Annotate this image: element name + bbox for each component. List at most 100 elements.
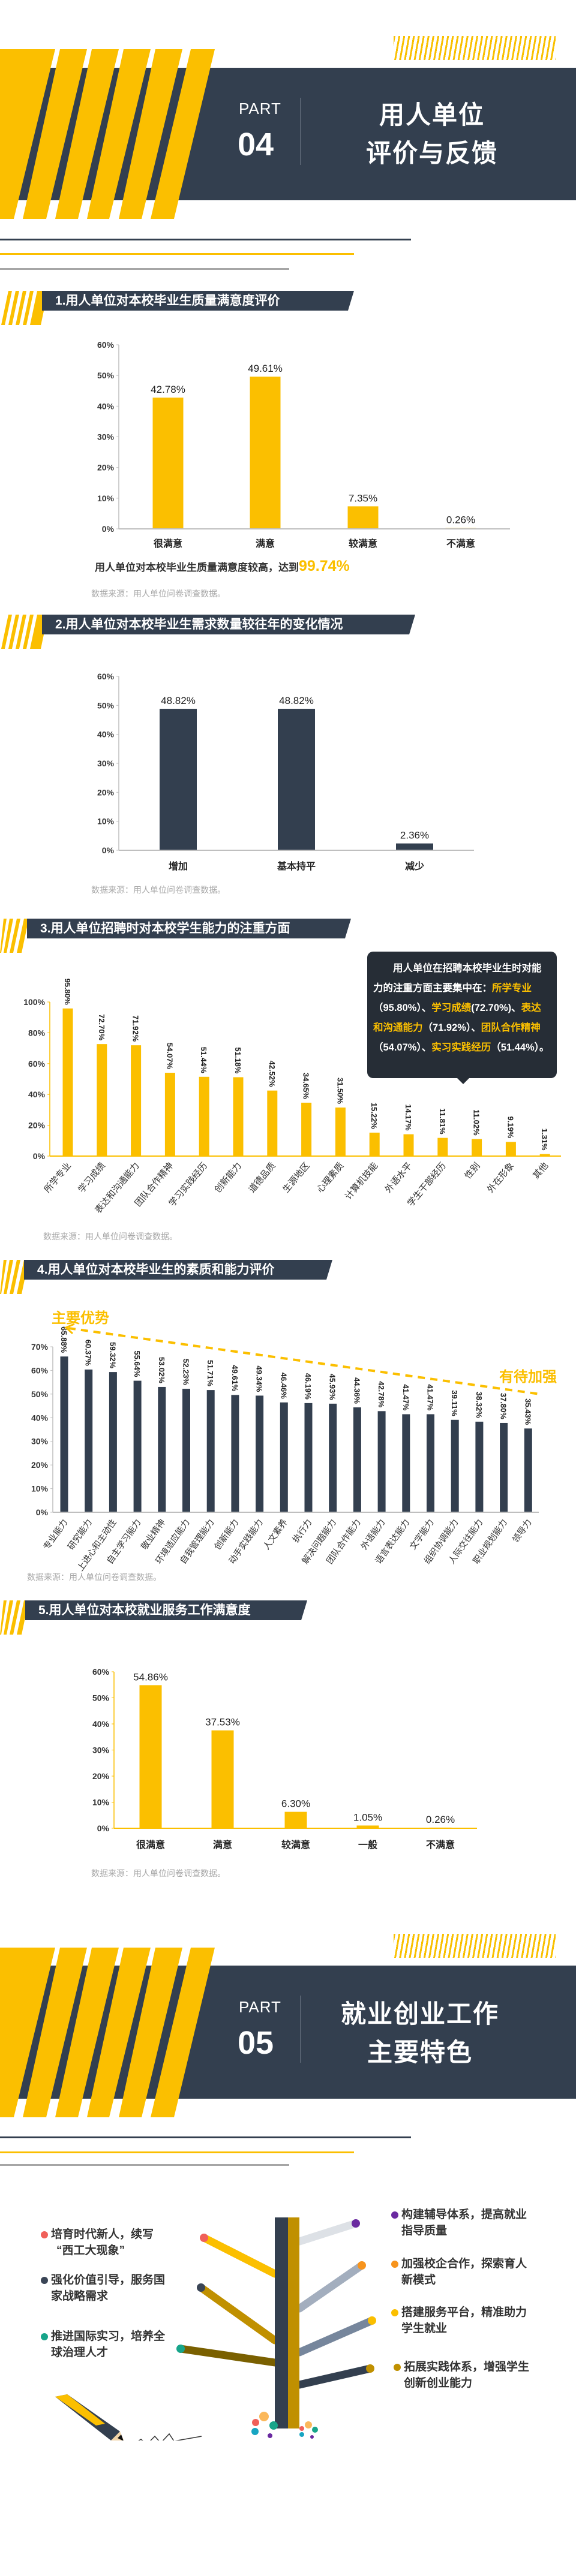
value-label: 65.88%	[59, 1326, 68, 1353]
part-label: PART	[239, 1998, 281, 2016]
value-label: 60.37%	[84, 1340, 93, 1367]
feature-tree	[55, 2217, 376, 2440]
part-number: 05	[238, 2025, 274, 2061]
flowers-icon	[251, 2412, 318, 2439]
y-tick-label: 20%	[31, 1460, 49, 1470]
summary-text: 用人单位对本校毕业生质量满意度较高，达到	[95, 562, 299, 573]
value-label: 1.05%	[353, 1811, 382, 1823]
section-title: 2.用人单位对本校毕业生需求数量较往年的变化情况	[42, 615, 415, 634]
y-tick-label: 0%	[102, 524, 115, 534]
category-label: 较满意	[349, 538, 377, 549]
callout-highlight: 实习实践经历	[431, 1042, 491, 1053]
category-label: 学习成绩	[76, 1161, 107, 1195]
bar	[62, 1008, 73, 1156]
part-label: PART	[239, 100, 281, 118]
bar	[524, 1428, 532, 1512]
bar	[301, 1102, 312, 1156]
category-label: 心理素质	[315, 1161, 346, 1195]
pencil-scribble	[138, 2433, 202, 2440]
y-tick-label: 30%	[92, 1746, 110, 1755]
bar	[284, 1811, 307, 1828]
part05-banner: PART 05 就业创业工作 主要特色	[0, 1919, 576, 2171]
bar	[60, 1356, 68, 1512]
pencil-icon	[55, 2394, 124, 2440]
bar	[437, 1137, 448, 1156]
bar	[451, 1419, 459, 1512]
section-title: 3.用人单位招聘时对本校学生能力的注重方面	[27, 919, 351, 938]
branch	[200, 2234, 279, 2278]
value-label: 11.81%	[438, 1108, 447, 1134]
feature-text: 培育时代新人，续写	[51, 2228, 154, 2241]
value-label: 2.36%	[400, 830, 429, 841]
y-tick-label: 40%	[31, 1413, 49, 1422]
feature-text: 拓展实践体系，增强学生	[404, 2361, 530, 2373]
feature-text: 构建辅导体系，提高就业	[401, 2208, 527, 2221]
category-label: 很满意	[154, 538, 182, 549]
value-label: 45.93%	[328, 1374, 337, 1401]
decorative-stripes	[394, 36, 556, 60]
value-label: 0.26%	[426, 1814, 455, 1825]
value-label: 48.82%	[161, 695, 196, 706]
feature-text: 学生就业	[401, 2322, 448, 2335]
feature-item: 拓展实践体系，增强学生 创新创业能力	[394, 2359, 529, 2391]
bullet-dot-icon	[391, 2211, 398, 2219]
rule-yellow	[0, 2151, 354, 2153]
y-tick-label: 0%	[102, 845, 115, 855]
y-tick-label: 50%	[92, 1693, 110, 1703]
value-label: 49.61%	[230, 1365, 239, 1392]
y-tick-label: 50%	[31, 1389, 49, 1399]
trunk-gold	[288, 2217, 299, 2428]
bar	[335, 1108, 346, 1156]
value-label: 6.30%	[281, 1798, 310, 1810]
bar	[267, 1090, 278, 1156]
feature-text: 指导质量	[401, 2225, 448, 2237]
value-label: 42.78%	[151, 384, 185, 395]
value-label: 42.78%	[377, 1381, 386, 1408]
y-tick-label: 40%	[97, 730, 115, 739]
data-source: 数据来源：用人单位问卷调查数据。	[91, 885, 226, 895]
y-tick-label: 30%	[97, 759, 115, 768]
bullet-dot-icon	[41, 2277, 48, 2284]
bar	[131, 1045, 142, 1156]
rule-gray	[0, 2164, 289, 2166]
branch	[176, 2345, 279, 2367]
bar	[231, 1395, 239, 1512]
feature-text: 搭建服务平台，精准助力	[401, 2306, 527, 2319]
value-label: 52.23%	[182, 1359, 191, 1386]
y-tick-label: 40%	[97, 401, 115, 411]
branch	[197, 2283, 279, 2345]
feature-text: 创新创业能力	[404, 2377, 473, 2390]
header-stripes	[0, 1600, 29, 1635]
category-label: 外语水平	[383, 1161, 414, 1195]
feature-item: 构建辅导体系，提高就业 指导质量	[391, 2207, 527, 2239]
bar	[85, 1369, 93, 1512]
bar	[280, 1402, 288, 1512]
rule-yellow	[0, 253, 354, 255]
part-title-line1: 就业创业工作	[340, 2000, 499, 2028]
category-label: 一般	[358, 1839, 377, 1850]
y-tick-label: 100%	[23, 997, 45, 1007]
callout-text: （51.44%）。	[491, 1042, 550, 1053]
y-tick-label: 30%	[31, 1437, 49, 1446]
section-title: 4.用人单位对本校毕业生的素质和能力评价	[24, 1260, 332, 1280]
y-tick-label: 10%	[92, 1798, 110, 1807]
category-label: 道德品质	[246, 1160, 277, 1195]
category-label: 人文素养	[261, 1518, 289, 1552]
section-title: 5.用人单位对本校就业服务工作满意度	[25, 1600, 307, 1620]
feature-item: 推进国际实习，培养全 球治理人才	[41, 2328, 165, 2361]
y-tick-label: 20%	[28, 1121, 46, 1130]
value-label: 41.47%	[401, 1384, 410, 1411]
y-tick-label: 60%	[97, 672, 115, 681]
y-tick-label: 50%	[97, 700, 115, 710]
annotation-needs-improvement: 有待加强	[499, 1369, 557, 1385]
branch-dot	[200, 2234, 208, 2242]
y-tick-label: 50%	[97, 371, 115, 380]
value-label: 0.26%	[446, 514, 475, 526]
bar	[369, 1132, 380, 1156]
bar	[139, 1685, 162, 1828]
value-label: 42.52%	[268, 1061, 277, 1088]
y-tick-label: 10%	[31, 1484, 49, 1494]
bar	[539, 1154, 550, 1156]
rule-navy	[0, 2136, 411, 2138]
bar	[475, 1421, 484, 1512]
